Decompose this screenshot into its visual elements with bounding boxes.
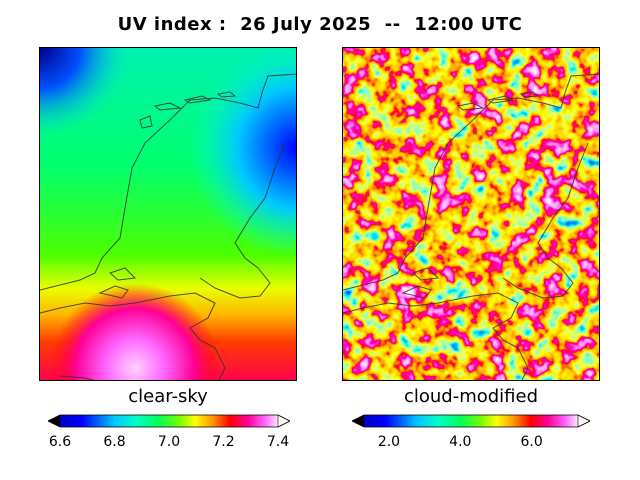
colorbar-tick-label: 7.2 bbox=[212, 434, 235, 450]
cloud-modified-field bbox=[343, 48, 599, 380]
clear-sky-caption: clear-sky bbox=[128, 386, 208, 407]
colorbar-tick-label: 6.8 bbox=[103, 434, 126, 450]
colorbar-tick-label: 6.0 bbox=[520, 434, 543, 450]
figure-title: UV index : 26 July 2025 -- 12:00 UTC bbox=[117, 14, 523, 35]
colorbar-tick-label: 4.0 bbox=[449, 434, 472, 450]
colorbar-tick-label: 7.0 bbox=[157, 434, 181, 450]
colorbar-tick-label: 2.0 bbox=[377, 434, 401, 450]
coastline bbox=[40, 73, 296, 380]
cloud-modified-caption: cloud-modified bbox=[403, 386, 539, 407]
colorbar-tick-label: 6.6 bbox=[48, 434, 72, 450]
cloud-modified-map bbox=[342, 47, 600, 381]
clear-sky-map bbox=[39, 47, 297, 381]
clear-sky-field bbox=[40, 48, 296, 380]
colorbar-tick-label: 7.4 bbox=[266, 434, 290, 450]
cloud-modified-colorbar bbox=[352, 414, 590, 428]
coastline bbox=[343, 73, 599, 380]
clear-sky-colorbar bbox=[48, 414, 290, 428]
